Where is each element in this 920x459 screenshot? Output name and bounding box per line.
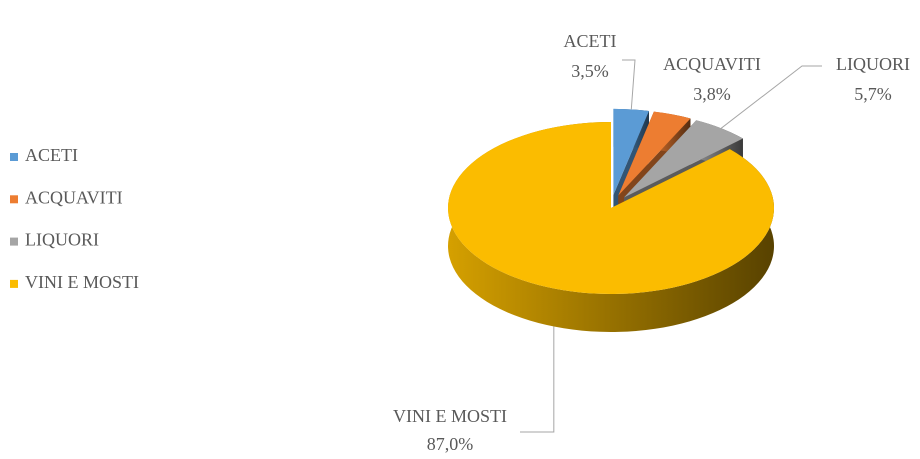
legend-label: ACQUAVITI [25, 187, 123, 207]
data-label-name: ACQUAVITI [663, 54, 761, 74]
data-label-value: 3,8% [693, 84, 731, 104]
legend-swatch [10, 153, 18, 161]
data-label-name: ACETI [564, 31, 617, 51]
legend-label: ACETI [25, 145, 78, 165]
data-label-value: 5,7% [854, 84, 892, 104]
data-label-name: VINI E MOSTI [393, 406, 507, 426]
legend-label: LIQUORI [25, 230, 99, 250]
legend-swatch [10, 195, 18, 204]
legend-label: VINI E MOSTI [25, 272, 139, 292]
pie-tops [447, 108, 774, 294]
leader-line [622, 59, 636, 110]
data-label-value: 3,5% [571, 61, 609, 81]
legend-swatch [10, 279, 18, 288]
legend-swatch [10, 237, 18, 246]
slice [447, 122, 774, 294]
slice [624, 120, 743, 198]
data-label-name: LIQUORI [836, 54, 910, 74]
data-label-value: 87,0% [427, 434, 474, 454]
leader-line [520, 326, 555, 433]
leader-line [720, 65, 822, 129]
slice [618, 111, 691, 196]
slice [613, 108, 649, 195]
